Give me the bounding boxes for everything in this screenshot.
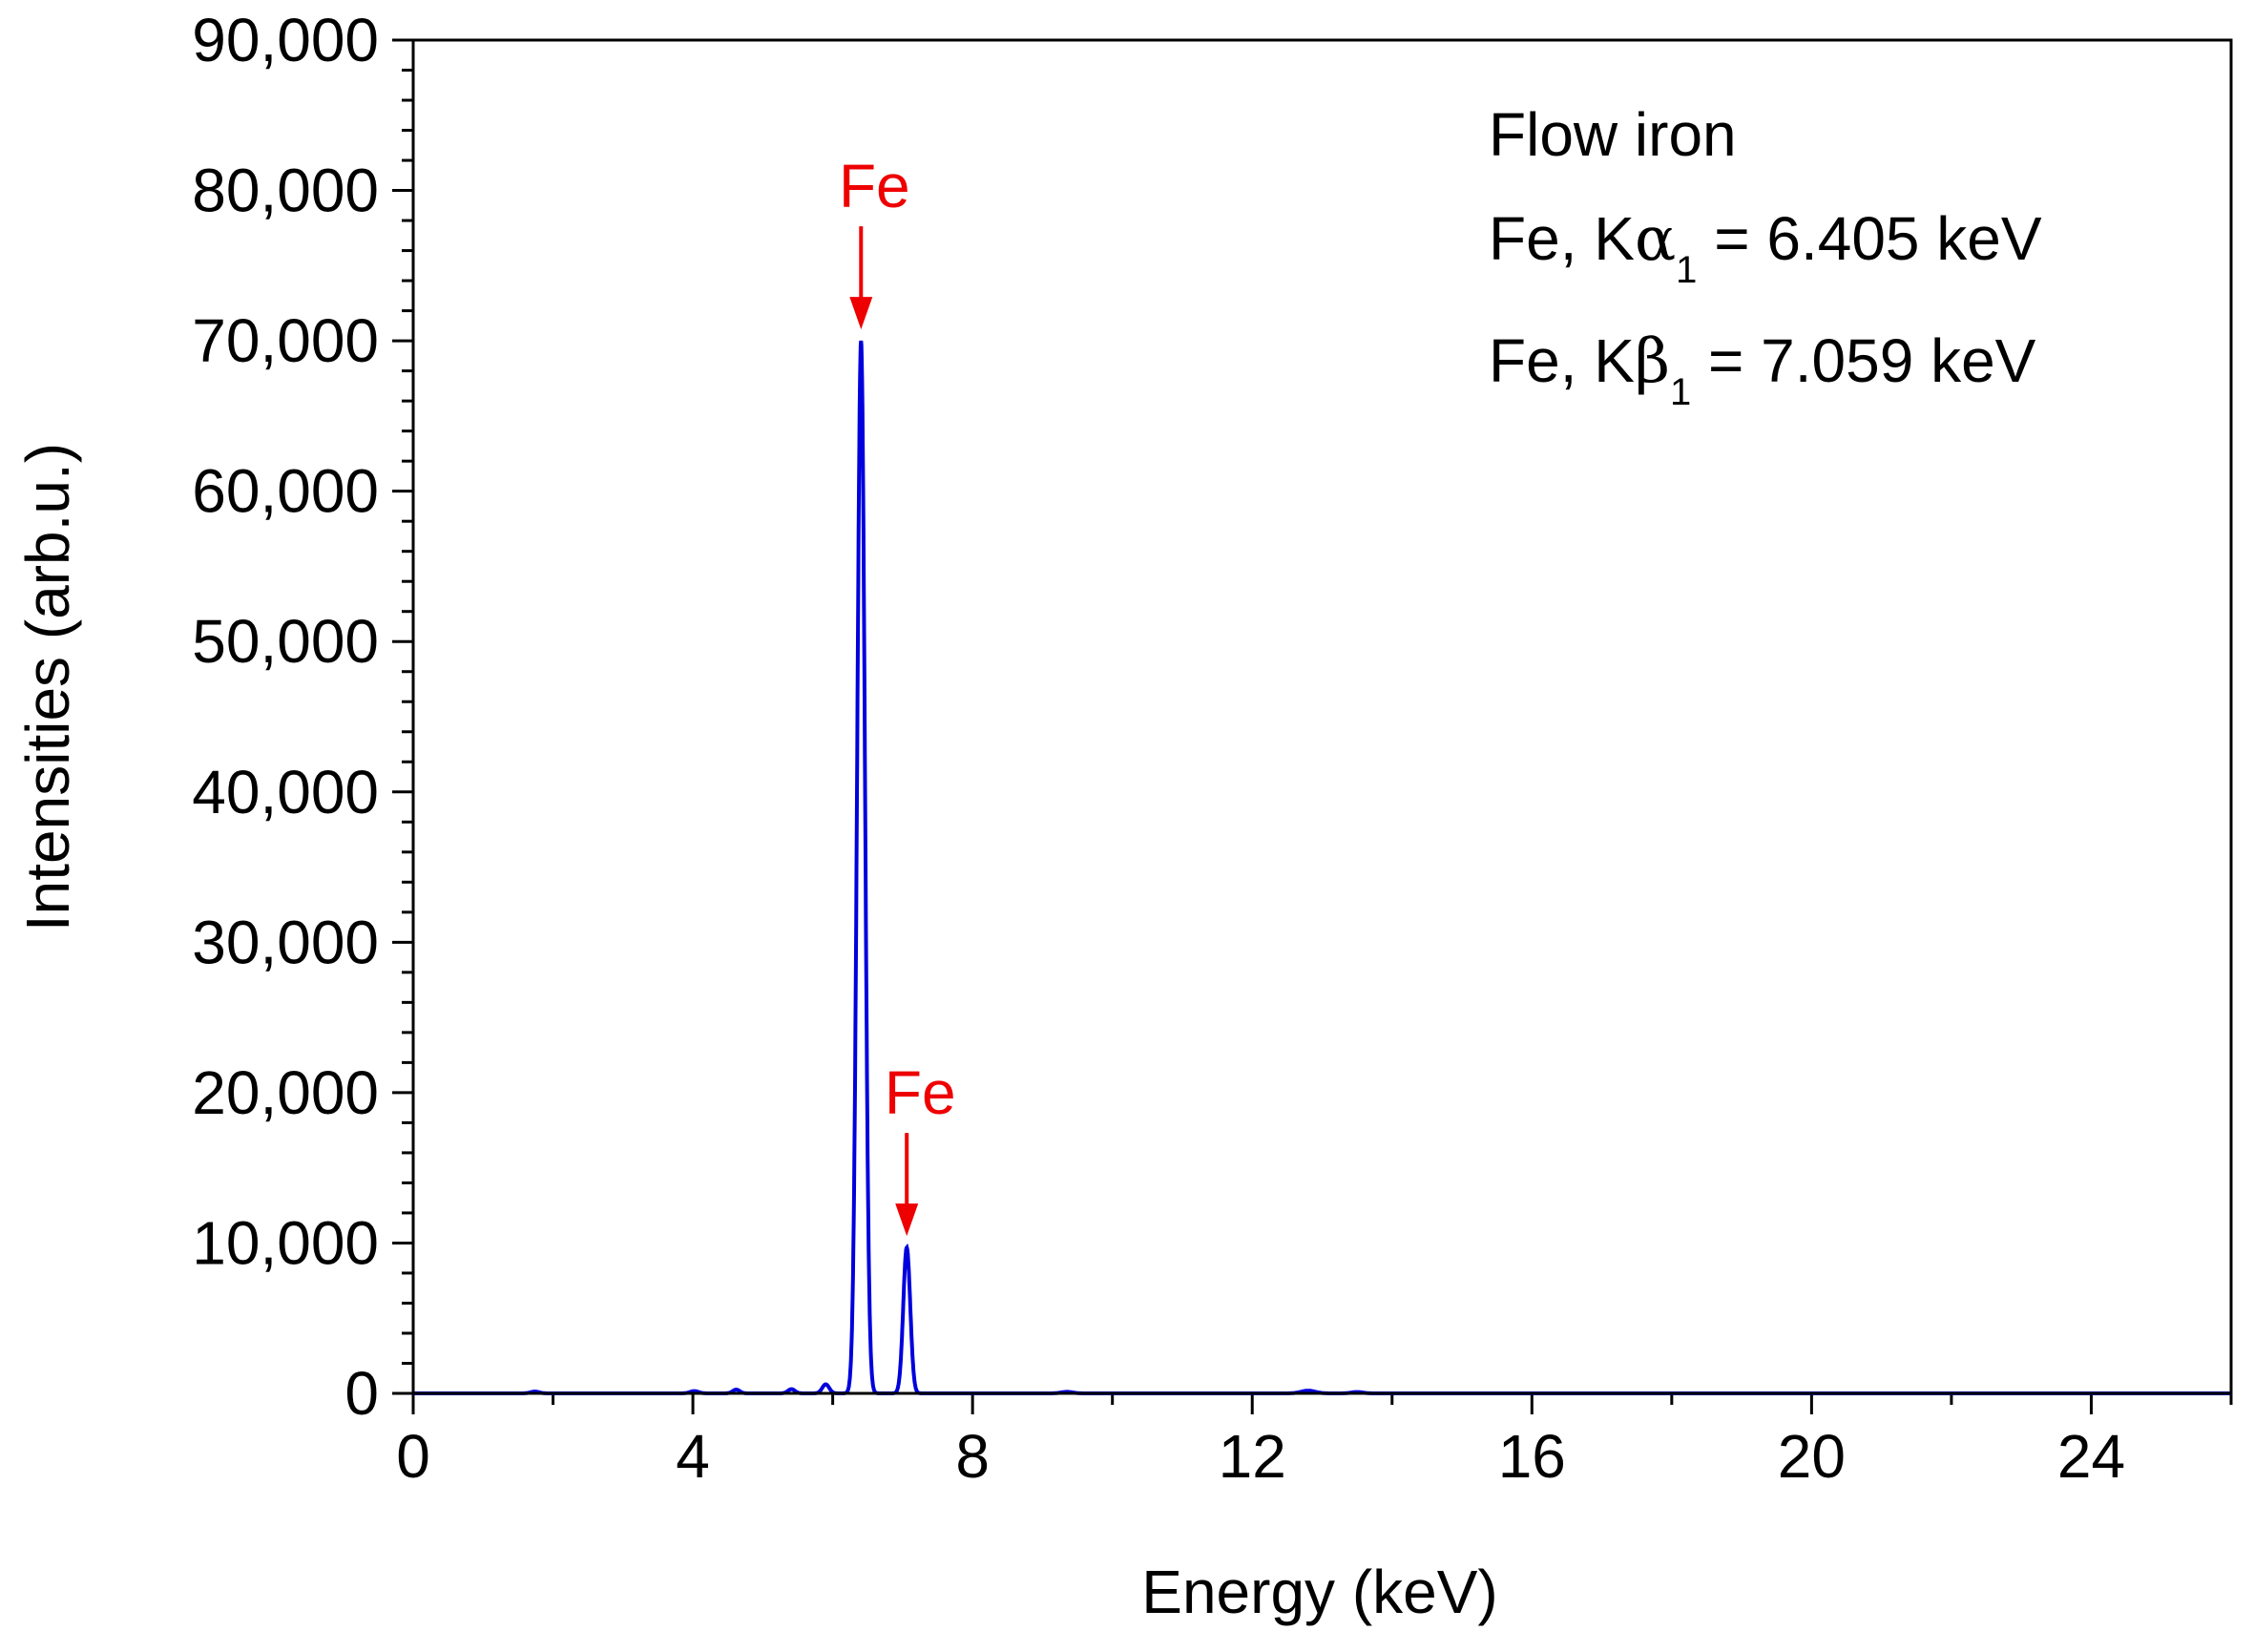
y-tick-label: 0 — [344, 1359, 379, 1428]
y-tick-label: 60,000 — [192, 457, 379, 526]
annotation-label: Fe — [885, 1058, 956, 1127]
legend-line-3-sub: 1 — [1670, 371, 1691, 413]
y-axis-label: Intensities (arb.u.) — [13, 443, 82, 931]
legend-line-1: Flow iron — [1489, 100, 1737, 169]
x-tick-label: 0 — [396, 1422, 430, 1491]
legend-line-3-prefix: Fe, K — [1489, 326, 1635, 395]
annotation-arrow-head — [849, 297, 873, 330]
x-tick-labels: 0 4 8 12 16 20 24 — [396, 1422, 2125, 1491]
legend-line-2-sub: 1 — [1676, 249, 1697, 291]
y-tick-label: 10,000 — [192, 1208, 379, 1277]
y-tick-label: 20,000 — [192, 1058, 379, 1127]
annotation-label: Fe — [839, 152, 910, 220]
axis-ticks — [392, 38, 2233, 1414]
legend-line-2-suffix: = 6.405 keV — [1697, 204, 2041, 273]
annotation-arrow-head — [895, 1203, 919, 1237]
legend-text: Flow iron Fe, Kα1 = 6.405 keV Fe, Kβ1 = … — [1489, 100, 2042, 413]
y-tick-label: 80,000 — [192, 157, 379, 225]
y-tick-labels: 0 10,000 20,000 30,000 40,000 50,000 60,000 70,… — [192, 6, 379, 1428]
x-axis-label: Energy (keV) — [1141, 1558, 1497, 1626]
y-tick-label: 30,000 — [192, 908, 379, 976]
y-tick-label: 40,000 — [192, 758, 379, 826]
x-tick-label: 24 — [2057, 1422, 2125, 1491]
y-tick-label: 90,000 — [192, 6, 379, 74]
legend-line-3-suffix: = 7.059 keV — [1691, 326, 2035, 395]
x-tick-label: 4 — [676, 1422, 710, 1491]
x-tick-label: 8 — [955, 1422, 990, 1491]
x-tick-label: 20 — [1778, 1422, 1846, 1491]
legend-line-2-greek: α — [1635, 204, 1676, 275]
series-line — [413, 340, 2231, 1395]
plot-frame — [411, 38, 2233, 1395]
x-tick-label: 16 — [1498, 1422, 1566, 1491]
legend-line-2-prefix: Fe, K — [1489, 204, 1635, 273]
legend-line-3-greek: β — [1635, 326, 1670, 397]
x-tick-label: 12 — [1219, 1422, 1286, 1491]
y-tick-label: 50,000 — [192, 607, 379, 676]
peak-annotations: Fe Fe — [839, 152, 956, 1237]
legend-line-3: Fe, Kβ1 = 7.059 keV — [1489, 326, 2036, 413]
legend-line-2: Fe, Kα1 = 6.405 keV — [1489, 204, 2042, 291]
y-tick-label: 70,000 — [192, 306, 379, 375]
